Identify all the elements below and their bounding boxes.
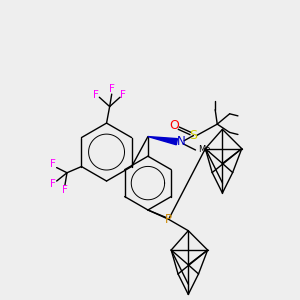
Polygon shape [148,136,177,145]
Text: F: F [93,90,99,100]
Text: Me: Me [199,146,211,154]
Text: F: F [62,185,68,195]
Text: F: F [109,84,115,94]
Text: S: S [189,129,197,142]
Text: F: F [50,160,56,170]
Text: P: P [165,213,172,226]
Text: F: F [50,179,56,189]
Text: F: F [120,90,126,100]
Text: N: N [177,135,185,148]
Text: O: O [169,119,179,132]
